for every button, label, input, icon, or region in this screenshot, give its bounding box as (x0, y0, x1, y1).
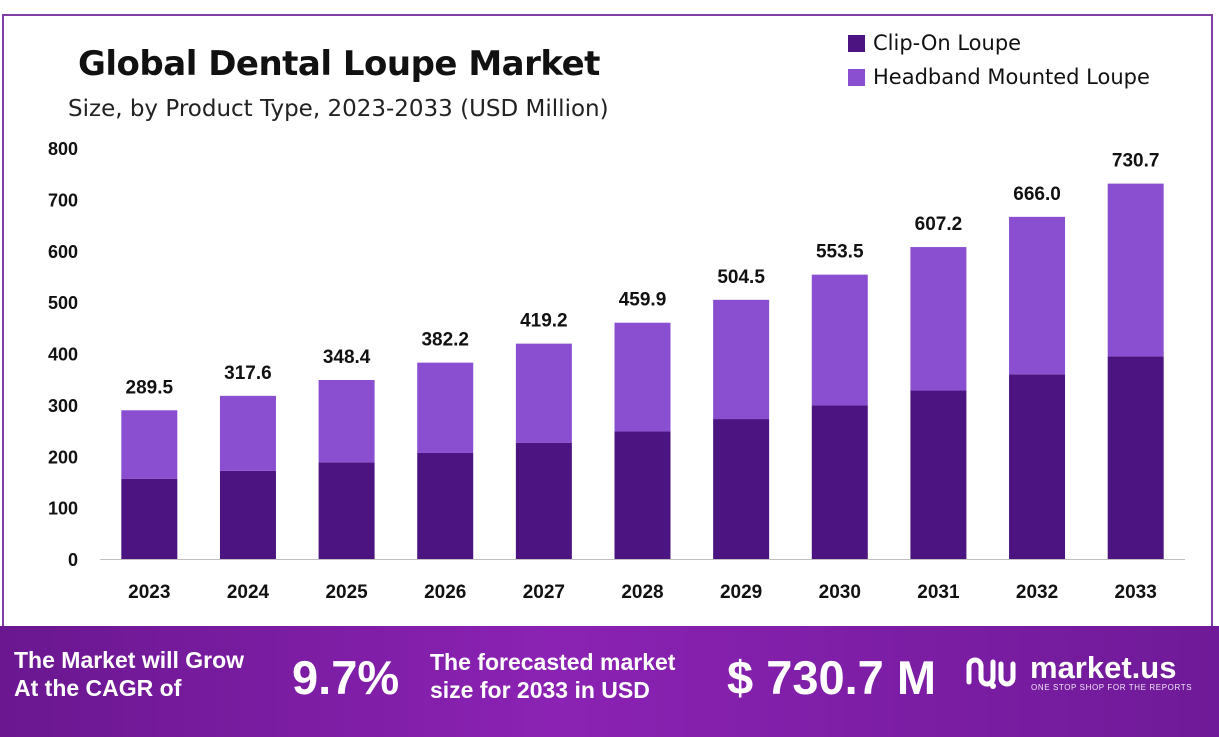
data-label-2026: 382.2 (421, 330, 469, 351)
x-tick-label-2023: 2023 (128, 582, 170, 603)
bar-clip-on-2027 (515, 442, 572, 559)
bar-headband-2031 (910, 247, 967, 391)
y-tick-label-300: 300 (48, 396, 78, 416)
chart-title: Global Dental Loupe Market (78, 44, 600, 84)
x-tick-label-2028: 2028 (621, 582, 663, 603)
x-tick-label-2030: 2030 (819, 582, 861, 603)
bar-clip-on-2033 (1107, 356, 1164, 559)
data-label-2033: 730.7 (1112, 151, 1160, 172)
data-label-2029: 504.5 (717, 267, 765, 288)
bar-clip-on-2029 (713, 419, 770, 559)
summary-banner: The Market will Grow At the CAGR of 9.7%… (0, 626, 1219, 737)
x-tick-label-2027: 2027 (523, 582, 565, 603)
cagr-lead-line1: The Market will Grow (14, 647, 245, 673)
bar-headband-2032 (1009, 216, 1066, 375)
bar-clip-on-2031 (910, 390, 967, 559)
market-us-logo-icon (966, 657, 1016, 689)
bar-clip-on-2023 (121, 478, 178, 559)
bar-clip-on-2025 (318, 462, 375, 559)
y-tick-label-400: 400 (48, 345, 78, 365)
bar-clip-on-2032 (1009, 374, 1066, 559)
bar-headband-2027 (515, 343, 572, 443)
bar-headband-2025 (318, 380, 375, 463)
legend-label-headband: Headband Mounted Loupe (873, 65, 1150, 89)
legend: Clip-On Loupe Headband Mounted Loupe (848, 26, 1150, 94)
x-tick-label-2031: 2031 (917, 582, 960, 603)
bar-headband-2029 (713, 299, 770, 420)
legend-item-headband: Headband Mounted Loupe (848, 60, 1150, 94)
bar-chart: 0 100 200 300 400 500 600 700 800 289.5 2023 317.6 2… (48, 139, 1185, 603)
brand-name: market.us (1030, 650, 1177, 685)
data-label-2028: 459.9 (619, 290, 667, 311)
legend-swatch-headband (848, 68, 865, 86)
bar-headband-2023 (121, 410, 178, 479)
cagr-value: 9.7% (292, 651, 400, 704)
y-tick-label-600: 600 (48, 242, 78, 262)
bar-headband-2026 (417, 362, 474, 453)
forecast-line1: The forecasted market (430, 649, 676, 675)
y-tick-label-200: 200 (48, 447, 78, 467)
y-tick-label-0: 0 (68, 550, 78, 570)
chart-subtitle: Size, by Product Type, 2023-2033 (USD Mi… (68, 96, 609, 122)
y-tick-label-800: 800 (48, 139, 78, 159)
legend-label-clip-on: Clip-On Loupe (873, 31, 1022, 55)
forecast-line2: size for 2033 in USD (430, 677, 650, 703)
data-label-2023: 289.5 (126, 377, 174, 398)
bar-clip-on-2028 (614, 431, 671, 559)
data-label-2032: 666.0 (1013, 184, 1061, 205)
x-tick-label-2032: 2032 (1016, 582, 1058, 603)
bar-headband-2030 (811, 274, 868, 406)
cagr-lead-line2: At the CAGR of (14, 675, 182, 701)
data-label-2027: 419.2 (520, 311, 568, 332)
brand-tagline: ONE STOP SHOP FOR THE REPORTS (1031, 683, 1193, 692)
y-tick-label-500: 500 (48, 293, 78, 313)
bar-clip-on-2024 (219, 470, 276, 559)
data-label-2030: 553.5 (816, 242, 864, 263)
bar-headband-2024 (219, 395, 276, 471)
x-tick-label-2026: 2026 (424, 582, 466, 603)
forecast-value: $ 730.7 M (727, 651, 937, 704)
x-tick-label-2025: 2025 (325, 582, 368, 603)
legend-item-clip-on: Clip-On Loupe (848, 26, 1150, 60)
y-tick-label-100: 100 (48, 499, 78, 519)
bar-clip-on-2026 (417, 452, 474, 559)
x-tick-label-2024: 2024 (227, 582, 270, 603)
legend-swatch-clip-on (848, 34, 865, 52)
bar-headband-2028 (614, 322, 671, 432)
bar-headband-2033 (1107, 183, 1164, 357)
x-tick-label-2033: 2033 (1115, 582, 1157, 603)
x-tick-label-2029: 2029 (720, 582, 762, 603)
data-label-2031: 607.2 (915, 214, 963, 235)
data-label-2025: 348.4 (323, 347, 371, 368)
bar-clip-on-2030 (811, 405, 868, 559)
y-tick-label-700: 700 (48, 190, 78, 210)
data-label-2024: 317.6 (224, 363, 272, 384)
